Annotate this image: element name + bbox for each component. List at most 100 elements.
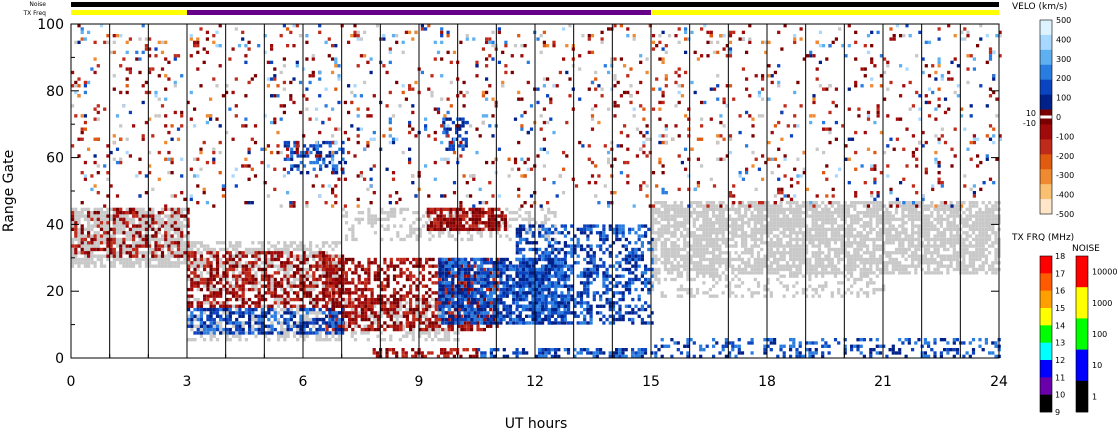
scatter-cell [914, 251, 918, 255]
scatter-cell [367, 327, 371, 332]
scatter-cell [267, 274, 271, 278]
scatter-cell [894, 257, 899, 262]
scatter-cell [144, 221, 148, 225]
scatter-cell [235, 297, 239, 302]
scatter-cell [154, 264, 158, 268]
scatter-cell [238, 287, 242, 292]
scatter-cell [952, 214, 956, 218]
scatter-cell [814, 214, 818, 218]
scatter-cell [785, 227, 789, 232]
scatter-cell [817, 271, 822, 275]
scatter-cell [364, 307, 368, 312]
scatter-cell [409, 277, 413, 282]
scatter-cell [276, 267, 281, 272]
scatter-cell [135, 224, 139, 228]
scatter-cell [412, 321, 416, 325]
scatter-cell [920, 254, 924, 258]
scatter-cell [943, 207, 947, 212]
scatter-cell [737, 204, 741, 208]
scatter-cell [260, 247, 264, 252]
scatter-cell [173, 237, 177, 242]
scatter-cell [651, 224, 655, 228]
scatter-cell [470, 237, 474, 242]
scatter-cell [907, 217, 911, 222]
scatter-cell [141, 241, 145, 245]
scatter-cell [785, 201, 789, 205]
scatter-cell [795, 274, 799, 278]
scatter-cell [248, 274, 252, 278]
scatter-cell [71, 247, 75, 252]
scatter-cell [651, 241, 655, 245]
scatter-cell [219, 241, 223, 245]
scatter-cell [363, 324, 367, 328]
scatter-cell [766, 267, 770, 272]
scatter-cell [683, 257, 687, 262]
scatter-cell [132, 207, 136, 212]
scatter-cell [699, 201, 703, 205]
scatter-cell [495, 281, 499, 285]
scatter-cell [458, 214, 462, 218]
scatter-cell [367, 274, 371, 278]
scatter-cell [882, 287, 886, 292]
scatter-cell [441, 327, 445, 332]
scatter-cell [846, 224, 850, 228]
scatter-cell [740, 204, 745, 208]
scatter-cell [454, 237, 458, 242]
scatter-cell [383, 277, 387, 282]
scatter-cell [952, 251, 956, 255]
scatter-cell [801, 204, 805, 208]
scatter-cell [715, 237, 719, 242]
scatter-cell [289, 264, 293, 268]
scatter-cell [367, 281, 371, 285]
scatter-cell [447, 334, 451, 338]
scatter-cell [376, 294, 381, 298]
scatter-cell [850, 201, 854, 205]
scatter-cell [805, 237, 809, 242]
scatter-cell [487, 211, 491, 215]
scatter-cell [840, 214, 844, 218]
scatter-cell [93, 254, 97, 258]
scatter-cell [206, 294, 210, 298]
scatter-cell [209, 331, 213, 335]
scatter-cell [186, 217, 190, 222]
scatter-cell [380, 207, 384, 212]
scatter-cell [988, 201, 992, 205]
scatter-cell [673, 204, 677, 208]
scatter-cell [663, 211, 667, 215]
scatter-cell [792, 224, 796, 228]
scatter-cell [988, 221, 992, 225]
scatter-cell [923, 221, 927, 225]
scatter-cell [209, 271, 213, 275]
scatter-cell [254, 247, 258, 252]
scatter-cell [670, 241, 674, 245]
scatter-cell [176, 214, 181, 218]
scatter-cell [463, 321, 467, 325]
scatter-cell [673, 241, 677, 245]
scatter-cell [734, 227, 738, 232]
scatter-cell [724, 274, 728, 278]
scatter-cell [808, 234, 812, 238]
scatter-cell [299, 274, 303, 278]
scatter-cell [112, 251, 116, 255]
scatter-cell [424, 314, 428, 318]
scatter-cell [434, 321, 438, 325]
scatter-cell [424, 331, 428, 335]
scatter-cell [325, 264, 329, 268]
scatter-cell [814, 257, 818, 262]
scatter-cell [978, 224, 982, 228]
scatter-cell [936, 237, 940, 242]
scatter-cell [325, 267, 329, 272]
scatter-cell [984, 211, 988, 215]
scatter-cell [505, 234, 509, 238]
scatter-cell [955, 211, 960, 215]
scatter-cell [901, 231, 905, 235]
scatter-cell [299, 247, 303, 252]
scatter-cell [769, 264, 773, 268]
scatter-cell [936, 234, 940, 238]
scatter-cell [409, 321, 413, 325]
scatter-cell [257, 247, 261, 252]
scatter-cell [943, 211, 947, 215]
scatter-cell [827, 251, 831, 255]
scatter-cell [215, 294, 220, 298]
scatter-cell [325, 327, 329, 332]
